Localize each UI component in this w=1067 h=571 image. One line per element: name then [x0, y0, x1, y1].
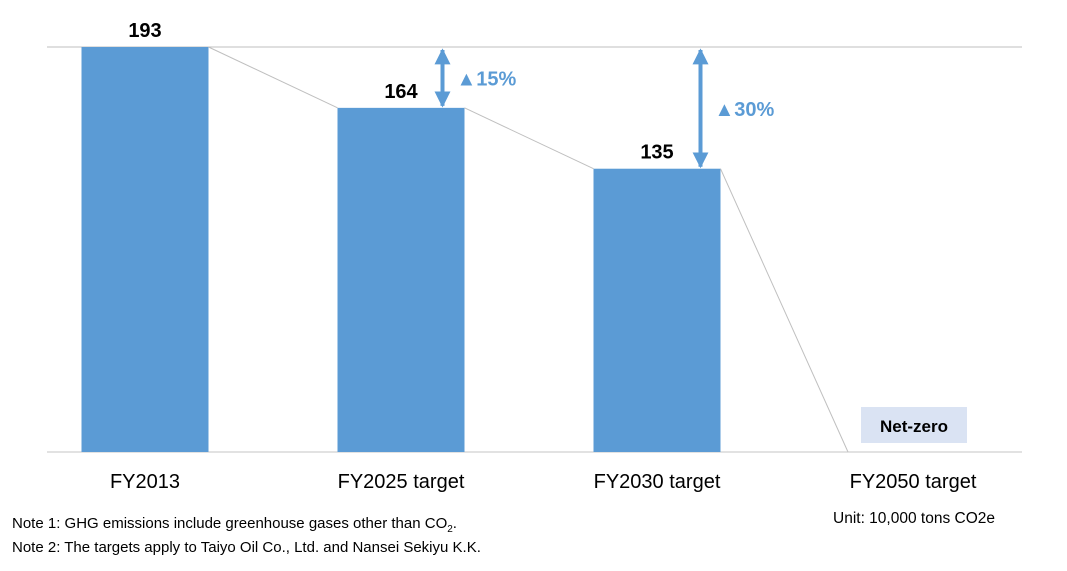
- connector-line: [720, 168, 849, 453]
- reduction-label: ▲30%: [715, 99, 775, 121]
- note-1-text: Note 1: GHG emissions include greenhouse…: [12, 515, 448, 532]
- value-label: 135: [640, 142, 673, 164]
- unit-label: Unit: 10,000 tons CO2e: [833, 510, 995, 527]
- bar-fy2013: [81, 47, 209, 452]
- net-zero-box: [861, 407, 967, 443]
- net-zero-label: Net-zero: [880, 417, 948, 436]
- value-label: 164: [384, 81, 418, 103]
- note-1-suffix: .: [452, 515, 457, 532]
- note-2: Note 2: The targets apply to Taiyo Oil C…: [12, 539, 481, 556]
- bar-fy2025-target: [337, 107, 465, 452]
- x-tick-label: FY2050 target: [850, 471, 977, 493]
- connector-line: [208, 46, 338, 109]
- x-tick-label: FY2025 target: [338, 471, 465, 493]
- note-1: Note 1: GHG emissions include greenhouse…: [12, 515, 457, 535]
- emissions-chart: 193 FY2013 164 FY2025 target 135 FY2030 targe…: [47, 20, 1022, 493]
- value-label: 193: [128, 20, 161, 42]
- connector-line: [464, 107, 594, 170]
- x-tick-label: FY2013: [110, 471, 180, 493]
- bar-fy2030-target: [593, 168, 721, 452]
- x-tick-label: FY2030 target: [594, 471, 721, 493]
- reduction-label: ▲15%: [457, 68, 517, 90]
- note-1-subscript: 2: [447, 524, 453, 535]
